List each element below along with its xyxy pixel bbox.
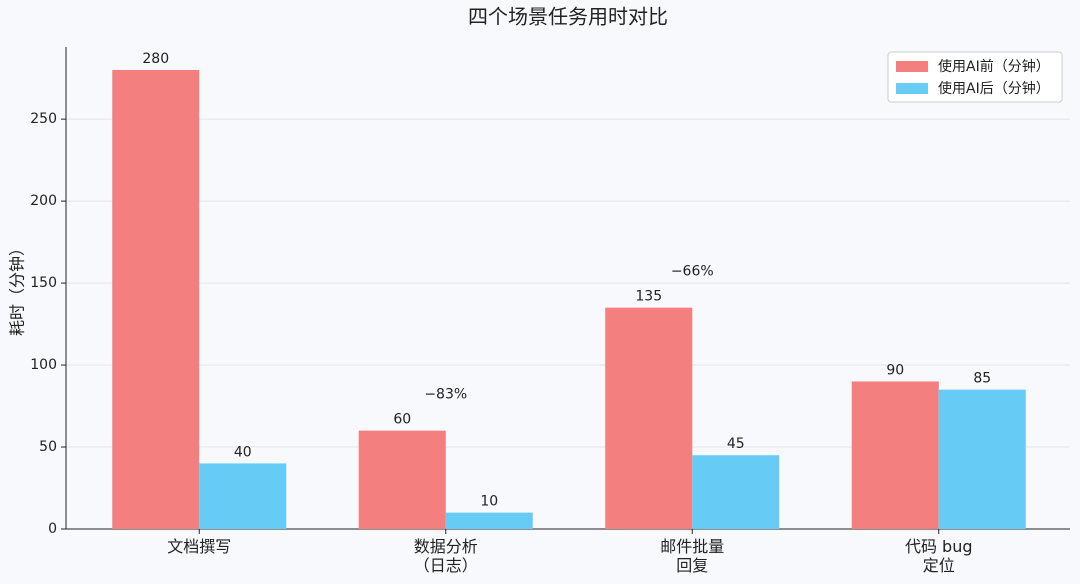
- value-label: 135: [635, 289, 662, 305]
- bar: [199, 463, 287, 529]
- bar: [112, 69, 200, 529]
- x-tick-label: 邮件批量回复: [660, 537, 724, 575]
- bar: [605, 307, 693, 529]
- value-label: 40: [234, 444, 252, 460]
- bar: [445, 512, 533, 529]
- chart-title: 四个场景任务用时对比: [468, 5, 668, 29]
- legend-box: [887, 51, 1063, 103]
- bar: [358, 430, 446, 529]
- bar: [851, 381, 939, 529]
- annotation: −83%: [424, 387, 467, 403]
- x-tick-label: 文档撰写: [167, 537, 231, 556]
- x-tick-label: 代码 bug 定位: [905, 537, 973, 575]
- legend-swatch: [896, 83, 928, 94]
- legend-label: 使用AI前（分钟）: [938, 58, 1050, 75]
- x-tick-label: 数据分析（日志）: [414, 537, 478, 575]
- y-axis-label: 耗时（分钟）: [8, 240, 27, 336]
- bar: [938, 389, 1026, 529]
- value-label: 10: [480, 494, 498, 510]
- y-tick-label: 250: [30, 111, 57, 127]
- y-tick-label: 50: [39, 439, 57, 455]
- value-label: 85: [973, 371, 991, 387]
- value-label: 280: [142, 51, 169, 67]
- annotation: −66%: [671, 264, 714, 280]
- value-label: 90: [886, 362, 904, 378]
- y-tick-label: 200: [30, 193, 57, 209]
- value-label: 45: [727, 436, 745, 452]
- y-tick-label: 0: [48, 521, 57, 537]
- y-tick-label: 100: [30, 357, 57, 373]
- value-label: 60: [393, 412, 411, 428]
- legend-swatch: [896, 61, 928, 72]
- bar: [692, 455, 780, 529]
- y-tick-label: 150: [30, 275, 57, 291]
- legend-label: 使用AI后（分钟）: [938, 80, 1050, 97]
